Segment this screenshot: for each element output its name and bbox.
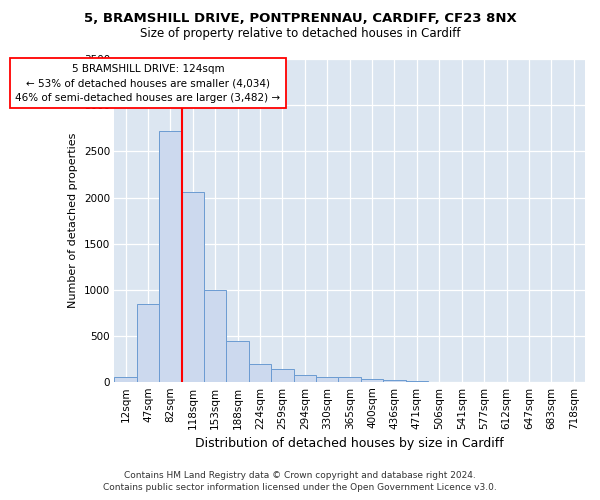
Bar <box>249 364 271 382</box>
Bar <box>226 341 249 382</box>
Bar <box>137 304 159 382</box>
Bar <box>383 380 406 382</box>
Bar <box>338 378 361 382</box>
Bar <box>182 192 204 382</box>
Text: Size of property relative to detached houses in Cardiff: Size of property relative to detached ho… <box>140 28 460 40</box>
Bar <box>316 377 338 382</box>
Bar <box>361 379 383 382</box>
Text: Contains HM Land Registry data © Crown copyright and database right 2024.
Contai: Contains HM Land Registry data © Crown c… <box>103 471 497 492</box>
Bar <box>159 131 182 382</box>
Bar <box>204 290 226 382</box>
Bar <box>293 375 316 382</box>
Y-axis label: Number of detached properties: Number of detached properties <box>68 133 79 308</box>
X-axis label: Distribution of detached houses by size in Cardiff: Distribution of detached houses by size … <box>195 437 504 450</box>
Text: 5, BRAMSHILL DRIVE, PONTPRENNAU, CARDIFF, CF23 8NX: 5, BRAMSHILL DRIVE, PONTPRENNAU, CARDIFF… <box>83 12 517 26</box>
Bar <box>115 377 137 382</box>
Text: 5 BRAMSHILL DRIVE: 124sqm
← 53% of detached houses are smaller (4,034)
46% of se: 5 BRAMSHILL DRIVE: 124sqm ← 53% of detac… <box>16 64 281 103</box>
Bar <box>271 368 293 382</box>
